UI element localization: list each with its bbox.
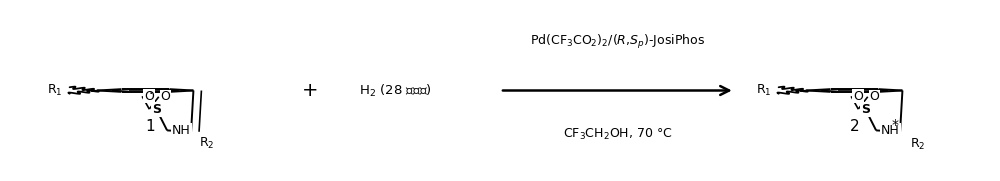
Text: CF$_3$CH$_2$OH, 70 °C: CF$_3$CH$_2$OH, 70 °C <box>563 126 672 142</box>
Text: 2: 2 <box>850 119 859 134</box>
Text: R$_2$: R$_2$ <box>199 136 214 151</box>
Text: R$_1$: R$_1$ <box>47 83 63 98</box>
Text: R$_2$: R$_2$ <box>910 137 925 152</box>
Text: NH: NH <box>881 124 900 137</box>
Text: O: O <box>870 90 880 103</box>
Text: *: * <box>892 118 899 132</box>
Text: Pd(CF$_3$CO$_2$)$_2$/($R$,$S_p$)-JosiPhos: Pd(CF$_3$CO$_2$)$_2$/($R$,$S_p$)-JosiPho… <box>530 33 705 51</box>
Text: S: S <box>861 103 870 116</box>
Text: S: S <box>152 103 161 116</box>
Text: O: O <box>853 90 863 103</box>
Text: ·: · <box>148 87 153 101</box>
Text: R$_1$: R$_1$ <box>756 83 772 98</box>
Text: O: O <box>161 90 171 103</box>
Text: H$_2$ (28 大气压): H$_2$ (28 大气压) <box>359 83 431 98</box>
Text: NH: NH <box>172 124 191 137</box>
Text: 1: 1 <box>146 119 155 134</box>
Text: +: + <box>302 81 319 100</box>
Text: O: O <box>144 90 154 103</box>
